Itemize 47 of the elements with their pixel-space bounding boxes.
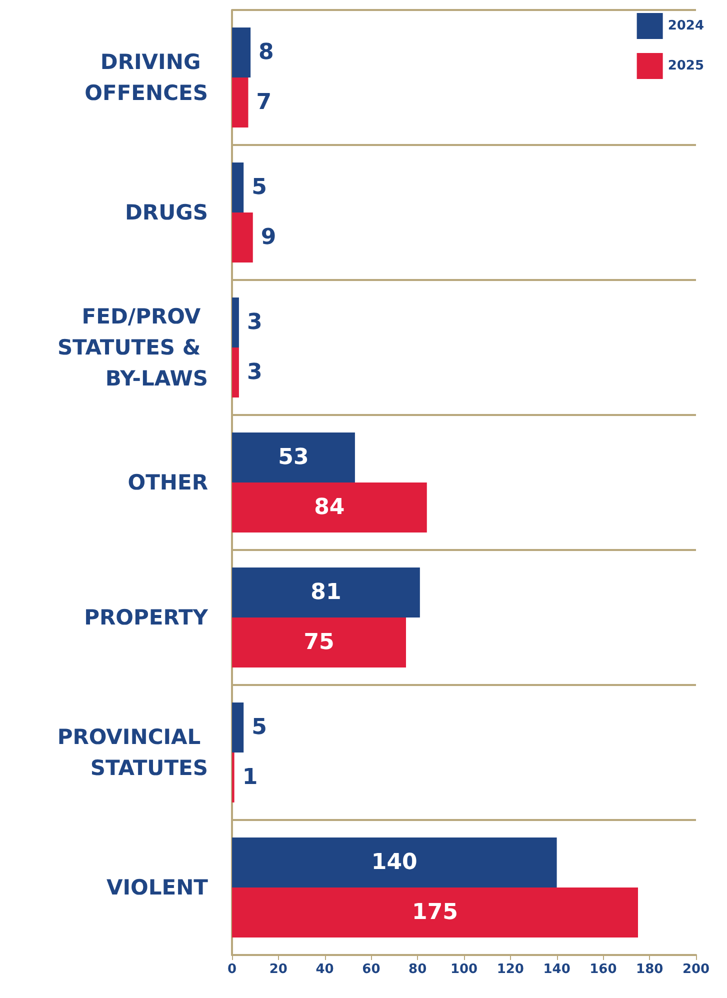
y-tick-label: VIOLENT: [106, 876, 209, 900]
x-tick-label: 60: [362, 962, 380, 977]
legend-label: 2025: [668, 58, 704, 74]
bar: [232, 618, 406, 668]
x-tick-label: 140: [543, 962, 570, 977]
data-label: 5: [252, 175, 267, 200]
data-label: 5: [252, 715, 267, 740]
bar: [232, 348, 239, 398]
bar: [232, 482, 427, 532]
bar: [232, 298, 239, 348]
data-label: 81: [310, 580, 342, 606]
data-label: 84: [314, 494, 345, 520]
bar: [232, 888, 638, 938]
data-label: 53: [278, 445, 309, 470]
y-tick-label: DRUGS: [124, 200, 208, 224]
x-tick-label: 200: [682, 962, 710, 977]
bar: [232, 212, 253, 262]
bar: [232, 78, 248, 128]
x-tick-label: 180: [636, 962, 664, 977]
y-tick-label: DRIVING OFFENCES: [84, 50, 208, 105]
x-tick-label: 40: [316, 962, 334, 977]
bar: [232, 28, 251, 78]
y-tick-label: PROVINCIAL STATUTES: [57, 725, 208, 780]
y-tick-label: OTHER: [128, 470, 208, 494]
y-tick-label: PROPERTY: [84, 606, 209, 630]
x-tick-label: 20: [269, 962, 288, 977]
bar: [232, 162, 244, 212]
data-label: 175: [412, 900, 458, 925]
x-tick-label: 80: [408, 962, 427, 977]
y-tick-label: FED/PROV STATUTES & BY-LAWS: [57, 304, 208, 390]
data-label: 3: [246, 360, 262, 385]
x-tick-label: 120: [496, 962, 524, 977]
legend-label: 2024: [668, 18, 704, 34]
bar: [232, 702, 244, 752]
data-label: 9: [260, 224, 276, 250]
data-label: 7: [256, 90, 272, 115]
x-tick-label: 160: [590, 962, 617, 977]
data-label: 140: [371, 850, 418, 876]
data-label: 8: [258, 40, 274, 66]
x-tick-label: 0: [227, 962, 237, 977]
data-label: 75: [304, 630, 334, 655]
bar: [232, 432, 355, 482]
data-label: 1: [242, 764, 258, 790]
bar: [232, 568, 420, 618]
data-label: 3: [246, 310, 262, 336]
x-tick-label: 100: [450, 962, 478, 977]
bar: [232, 838, 557, 888]
